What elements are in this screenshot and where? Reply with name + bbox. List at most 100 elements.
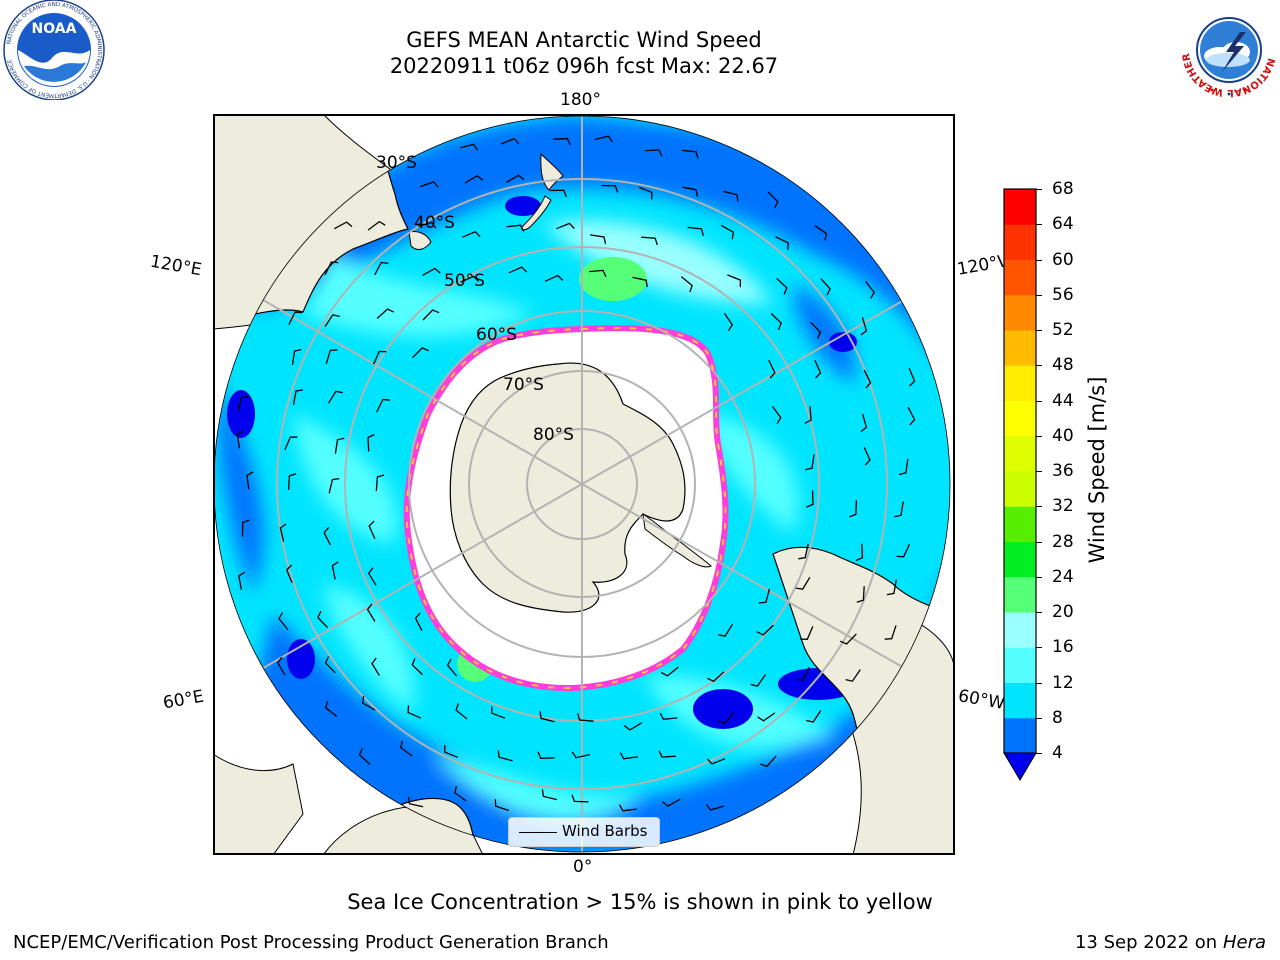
wind-barb [884, 625, 897, 640]
wind-barb [594, 135, 613, 143]
colorbar-tick-label: 64 [1052, 214, 1074, 235]
colorbar-bin [1004, 330, 1036, 366]
wind-barb [327, 390, 343, 404]
wind-barb [618, 804, 637, 812]
wind-barb [796, 667, 810, 681]
wind-barb [896, 543, 911, 558]
wind-barb [894, 501, 904, 518]
wind-barb [399, 740, 413, 757]
wind-barb [556, 222, 575, 230]
wind-barb [324, 261, 339, 275]
colorbar-bin [1004, 259, 1036, 296]
wind-barb [549, 189, 568, 197]
wind-barb [537, 751, 555, 759]
wind-barb [462, 231, 481, 238]
legend-line-swatch [519, 832, 557, 833]
wind-barb [287, 473, 297, 490]
colorbar-tick-label: 32 [1052, 496, 1074, 517]
wind-barb [860, 413, 868, 433]
wind-barb [804, 454, 815, 471]
wind-barb [464, 175, 484, 184]
lat-label-50s: 50°S [444, 271, 485, 291]
wind-barb [571, 751, 590, 759]
colorbar-tick-mark [1036, 576, 1042, 578]
colorbar-tick-mark [1036, 541, 1042, 543]
colorbar-tick-mark [1036, 612, 1042, 613]
wind-barb [706, 758, 726, 765]
lon-label-120e: 120°E [148, 251, 204, 281]
colorbar-tick-label: 52 [1052, 320, 1074, 340]
colorbar-bin [1004, 506, 1036, 542]
wind-barb [864, 280, 875, 299]
colorbar-tick-mark [1036, 189, 1042, 190]
wind-barb [798, 543, 809, 560]
wind-barb [544, 274, 564, 282]
legend-label: Wind Barbs [562, 822, 648, 840]
colorbar-tick-mark [1036, 224, 1042, 226]
wind-barb [723, 190, 739, 202]
wind-barb [414, 612, 423, 631]
wind-barb [407, 705, 422, 719]
wind-barb [659, 712, 678, 720]
wind-barb [806, 490, 814, 508]
wind-barb [814, 359, 822, 379]
colorbar-tick-mark [1036, 647, 1042, 649]
wind-barb [800, 626, 814, 640]
wind-barb [662, 798, 681, 807]
colorbar-tick-mark [1036, 435, 1042, 437]
footer-date-text: 13 Sep 2022 on [1074, 932, 1218, 953]
colorbar-tick-label: 28 [1052, 531, 1074, 552]
wind-barb [849, 500, 858, 518]
lon-label-60w: 60°W [956, 686, 1006, 714]
wind-barb [638, 186, 653, 200]
colorbar-bin [1004, 435, 1036, 472]
colorbar-bin [1004, 541, 1036, 578]
wind-barb [508, 266, 528, 274]
wind-speed-colorbar [1003, 188, 1037, 781]
graticule [214, 116, 950, 852]
map-frame [213, 114, 955, 855]
wind-barb [820, 278, 831, 296]
wind-barb [855, 543, 864, 562]
colorbar-tick-label: 44 [1052, 390, 1074, 411]
wind-barb [682, 186, 699, 197]
colorbar-tick-mark [1036, 753, 1042, 754]
colorbar-bin [1004, 471, 1036, 507]
wind-barb [718, 623, 734, 637]
wind-barb [241, 519, 250, 537]
wind-barb [758, 588, 771, 604]
colorbar-bin [1004, 400, 1036, 437]
wind-barb [328, 477, 340, 494]
wind-barb [323, 526, 331, 546]
wind-barb [750, 674, 767, 687]
wind-barb [590, 234, 607, 244]
lat-label-40s: 40°S [414, 213, 455, 233]
colorbar-under-arrow [1003, 752, 1037, 781]
wind-barb [770, 313, 782, 330]
colorbar-bin [1004, 612, 1036, 648]
wind-barbs-legend: Wind Barbs [508, 817, 660, 847]
wind-barb [623, 722, 643, 731]
colorbar-tick-label: 56 [1052, 284, 1074, 305]
wind-barb [285, 564, 293, 584]
wind-barb [771, 406, 782, 424]
colorbar-tick-mark [1036, 365, 1042, 367]
wind-barb [680, 276, 693, 293]
wind-barb [707, 671, 725, 683]
wind-barb [768, 359, 776, 379]
wind-barb [497, 750, 513, 762]
colorbar-tick-label: 24 [1052, 566, 1074, 587]
wind-barb [641, 236, 658, 246]
wind-barb [506, 224, 525, 232]
wind-barb [367, 434, 375, 452]
colorbar-tick-label: 48 [1052, 355, 1074, 376]
wind-barb [571, 794, 589, 803]
colorbar-tick-mark [1036, 330, 1042, 331]
wind-barb [325, 349, 338, 364]
wind-barb [898, 458, 909, 476]
wind-barb [632, 276, 648, 288]
wind-barb [411, 347, 429, 359]
wind-barb [645, 149, 663, 157]
nws-logo: NATIONAL WEATHER SERVICE [1178, 0, 1278, 99]
wind-barb [760, 755, 777, 768]
